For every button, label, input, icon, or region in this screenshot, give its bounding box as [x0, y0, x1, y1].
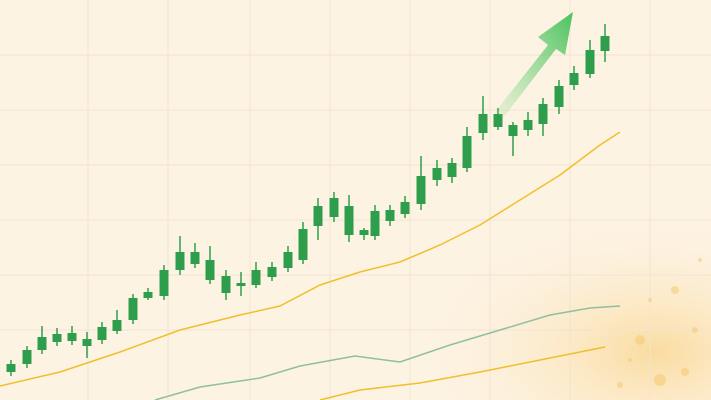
- candle-body: [97, 327, 107, 340]
- candle-body: [538, 104, 548, 124]
- candle-body: [416, 176, 426, 204]
- candle-body: [128, 298, 138, 320]
- candle-body: [344, 206, 354, 235]
- candle-body: [205, 260, 215, 280]
- candle-body: [600, 36, 610, 51]
- candle-body: [283, 252, 293, 268]
- moving-average-line: [0, 131, 621, 387]
- candle-body: [298, 229, 308, 260]
- candle-body: [175, 252, 185, 270]
- candle-body: [159, 270, 169, 296]
- candle-body: [22, 350, 32, 364]
- moving-average-line: [319, 346, 606, 400]
- candle-body: [236, 283, 246, 286]
- candle-body: [385, 210, 395, 221]
- candle-body: [52, 334, 62, 342]
- candle-body: [251, 270, 261, 285]
- candle-body: [370, 211, 380, 236]
- candle-body: [359, 230, 369, 235]
- candle-body: [478, 114, 488, 133]
- candle-body: [313, 206, 323, 226]
- candle-body: [112, 320, 122, 331]
- candle-body: [508, 125, 518, 136]
- candle-body: [400, 202, 410, 214]
- candle-body: [493, 114, 503, 127]
- moving-average-line: [154, 305, 621, 400]
- candle-body: [329, 198, 339, 217]
- candle-body: [569, 73, 579, 85]
- candle-body: [267, 267, 277, 277]
- candle-body: [585, 50, 595, 74]
- candle-body: [67, 333, 77, 341]
- bokeh: [617, 258, 702, 388]
- candle-body: [554, 86, 564, 107]
- plot: [0, 24, 621, 400]
- candle-body: [6, 364, 16, 372]
- candle-body: [432, 168, 442, 180]
- candle-body: [462, 136, 472, 168]
- candle-body: [143, 292, 153, 298]
- candle-body: [221, 276, 231, 293]
- candle-body: [37, 337, 47, 350]
- candle-body: [82, 339, 92, 346]
- candle-body: [190, 252, 200, 264]
- candle-body: [523, 120, 533, 130]
- trend-arrow: [495, 12, 573, 118]
- candle-body: [447, 163, 457, 177]
